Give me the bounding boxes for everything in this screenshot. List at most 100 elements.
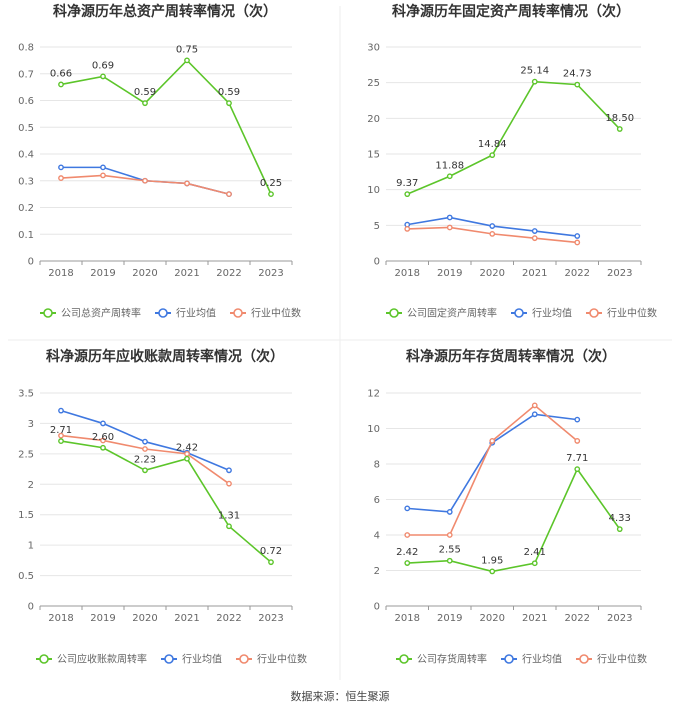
data-point-company xyxy=(142,100,148,107)
legend-label: 公司存货周转率 xyxy=(417,653,487,666)
data-point-median xyxy=(404,532,411,538)
legend-marker-icon xyxy=(389,308,399,318)
legend-label: 公司固定资产周转率 xyxy=(407,307,497,320)
y-tick-label: 10 xyxy=(367,185,380,196)
legend-marker-icon xyxy=(504,654,514,664)
y-tick-label: 0 xyxy=(28,602,34,613)
data-point-avg xyxy=(446,214,453,221)
data-point-avg xyxy=(531,228,538,234)
y-tick-label: 3.5 xyxy=(18,389,34,400)
data-point-median xyxy=(226,191,232,198)
x-tick-label: 2022 xyxy=(565,613,590,624)
data-point-median xyxy=(489,438,496,444)
data-point-avg xyxy=(226,467,232,474)
y-tick-label: 6 xyxy=(374,495,380,506)
y-tick-label: 25 xyxy=(367,78,380,89)
data-label: 14.84 xyxy=(478,139,507,150)
legend-item-company: 公司应收账款周转率 xyxy=(36,653,147,666)
x-tick-label: 2023 xyxy=(258,613,283,624)
data-point-median xyxy=(574,239,581,246)
x-tick-label: 2018 xyxy=(48,268,73,279)
data-point-company xyxy=(404,191,411,198)
y-tick-label: 0.7 xyxy=(18,69,34,80)
data-label: 2.41 xyxy=(524,547,546,558)
data-point-median xyxy=(142,177,148,184)
chart-panel-1: 科净源历年总资产周转率情况（次） 0 0.1 0.2 0.3 0.4 0.5 0.6 0.7 0.… xyxy=(18,3,301,320)
legend-item-avg: 行业均值 xyxy=(501,653,562,666)
legend-item-median: 行业中位数 xyxy=(230,307,301,320)
y-tick-label: 2 xyxy=(28,480,34,491)
data-point-median xyxy=(100,172,106,179)
data-point-company xyxy=(226,523,232,530)
data-label: 0.72 xyxy=(260,546,282,557)
data-point-median xyxy=(446,224,453,231)
data-point-company xyxy=(574,81,581,88)
data-point-company xyxy=(531,78,538,85)
data-label: 0.59 xyxy=(134,87,156,98)
data-point-company xyxy=(268,559,274,566)
x-tick-label: 2020 xyxy=(132,268,157,279)
legend-label: 行业均值 xyxy=(532,307,572,320)
legend-marker-icon xyxy=(233,308,243,318)
data-point-avg xyxy=(142,438,148,445)
x-tick-label: 2023 xyxy=(258,268,283,279)
data-point-median xyxy=(58,175,64,181)
legend-marker-icon xyxy=(164,654,174,664)
chart-title: 科净源历年总资产周转率情况（次） xyxy=(53,3,277,20)
y-tick-label: 3 xyxy=(28,419,34,430)
data-point-avg xyxy=(489,223,496,229)
data-point-company xyxy=(404,560,411,566)
y-tick-label: 0.5 xyxy=(18,123,34,134)
data-point-company xyxy=(142,467,148,474)
data-point-median xyxy=(100,437,106,444)
y-tick-label: 20 xyxy=(367,114,380,125)
data-point-company xyxy=(226,100,232,107)
legend-item-median: 行业中位数 xyxy=(236,653,307,666)
y-tick-label: 0.6 xyxy=(18,96,34,107)
data-point-median xyxy=(404,225,411,232)
data-point-avg xyxy=(58,407,64,414)
chart-title: 科净源历年固定资产周转率情况（次） xyxy=(392,3,630,20)
y-tick-label: 10 xyxy=(367,424,380,435)
data-label: 9.37 xyxy=(396,178,418,189)
x-tick-label: 2019 xyxy=(437,268,462,279)
legend-label: 行业中位数 xyxy=(597,653,647,666)
data-point-median xyxy=(531,402,538,409)
y-tick-label: 0.4 xyxy=(18,150,34,161)
x-tick-label: 2018 xyxy=(395,613,420,624)
data-point-company xyxy=(489,568,496,575)
y-tick-label: 15 xyxy=(367,150,380,161)
data-point-company xyxy=(58,81,64,88)
data-point-median xyxy=(58,432,64,439)
series-line-company xyxy=(60,440,272,563)
data-point-avg xyxy=(100,420,106,427)
legend-label: 行业中位数 xyxy=(607,307,657,320)
legend-marker-icon xyxy=(589,308,599,318)
legend-label: 公司总资产周转率 xyxy=(61,307,141,320)
data-label: 2.42 xyxy=(176,443,198,454)
data-label: 24.73 xyxy=(563,69,592,80)
legend-marker-icon xyxy=(514,308,524,318)
data-point-company xyxy=(616,526,623,533)
chart-title: 科净源历年应收账款周转率情况（次） xyxy=(46,348,284,365)
x-tick-label: 2018 xyxy=(48,613,73,624)
data-source-footer: 数据来源：恒生聚源 xyxy=(290,690,390,703)
legend-marker-icon xyxy=(158,308,168,318)
data-label: 0.75 xyxy=(176,44,198,55)
data-point-company xyxy=(446,557,453,564)
series-line-company xyxy=(407,467,621,573)
data-point-company xyxy=(616,126,623,132)
legend-label: 行业均值 xyxy=(182,653,222,666)
y-tick-label: 5 xyxy=(374,221,380,232)
legend-item-avg: 行业均值 xyxy=(511,307,572,320)
x-tick-label: 2021 xyxy=(522,613,547,624)
chart-panel-4: 科净源历年存货周转率情况（次） 0 2 4 6 8 10 12 2018 2019 2020 2021… xyxy=(367,348,647,666)
legend-marker-icon xyxy=(579,654,589,664)
y-tick-label: 12 xyxy=(367,389,380,400)
data-label: 0.59 xyxy=(218,87,240,98)
data-point-company xyxy=(268,191,274,198)
x-tick-label: 2019 xyxy=(90,613,115,624)
legend-item-median: 行业中位数 xyxy=(586,307,657,320)
series-line-company xyxy=(406,80,621,195)
